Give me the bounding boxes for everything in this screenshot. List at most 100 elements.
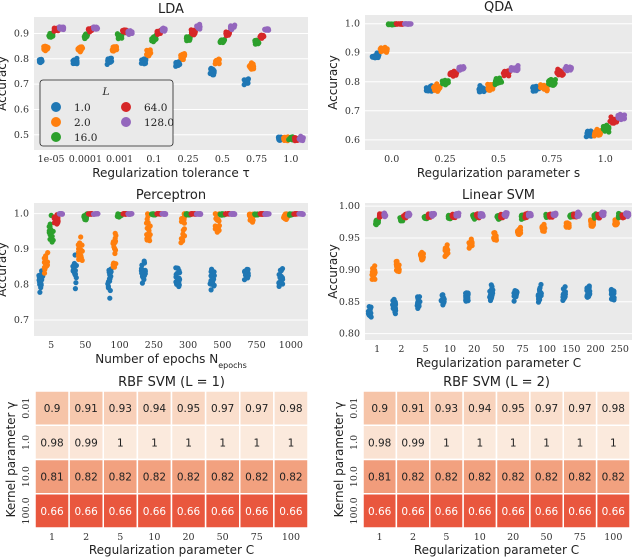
heatmap-cell [595,458,631,495]
point-L1.0-200 [584,288,591,294]
x-axis-label-text: Number of epochs N [95,352,218,366]
x-tick-label: 20 [468,344,480,355]
point-L2.0-1.0 [592,131,598,137]
x-axis-label: Regularization parameter C [89,543,254,557]
point-L128.0-500 [232,211,238,217]
heatmap-cell [273,493,309,529]
x-tick-label: 50 [217,532,229,543]
heatmap-cell [239,493,275,529]
x-tick-label: 0.75 [246,154,267,165]
point-L1.0-750 [241,277,248,283]
point-L2.0-50 [75,242,81,248]
point-L2.0-150 [565,222,571,228]
cell-value: 0.66 [143,506,167,518]
cell-value: 0.93 [435,403,458,415]
lda-panel: 0.5 0.6 0.7 0.8 0.9 1e-05 0.0001 0.001 0.1 0.25 0.… [0,2,308,180]
x-tick-label: 5 [423,344,429,355]
y-axis-label: Accuracy [0,242,9,297]
point-L2.0-50 [75,253,81,259]
cell-value: 0.66 [177,506,201,518]
heatmap-cell [529,493,564,529]
point-L128.0-0.25 [195,23,201,29]
heatmap-cell [68,493,104,529]
point-L1.0-300 [176,268,182,274]
point-L2.0-1000 [283,216,289,222]
point-L2.0-10 [445,250,451,256]
x-tick-label: 0.0 [384,154,399,165]
cell-value: 0.98 [602,403,625,415]
heatmap-cell [68,458,104,495]
point-L128.0-50 [501,211,507,217]
cell-value: 0.66 [109,506,133,518]
point-L16.0-0.5 [494,80,500,86]
point-L1.0-50 [72,268,78,274]
x-tick-label: 75 [251,532,263,543]
x-tick-label: 20 [183,532,195,543]
point-L2.0-250 [144,236,150,242]
point-L2.0-5 [43,255,49,261]
cell-value: 0.99 [74,437,97,449]
legend-marker [51,132,61,142]
point-L2.0-20 [468,236,474,242]
heatmap-cell [362,458,398,495]
point-L1.0-20 [465,290,471,296]
point-L2.0-500 [216,223,222,229]
heatmap-cell [204,493,241,529]
point-L2.0-500 [214,229,220,235]
point-L1.0-500 [209,268,215,274]
point-L2.0-0.25 [437,84,443,90]
cell-value: 0.66 [602,506,626,518]
x-tick-label: 100 [111,340,129,351]
point-L2.0-0.5 [487,85,493,91]
x-tick-label: 5 [117,532,123,543]
point-L128.0-1 [383,212,389,219]
x-tick-label: 2 [410,532,416,543]
point-L1.0-20 [463,298,469,304]
point-L16.0-0.5 [219,37,225,44]
point-L1.0-0.5 [479,86,485,92]
point-L2.0-2 [396,268,402,275]
point-L128.0-0.1 [160,27,166,33]
x-tick-label: 20 [507,532,519,543]
x-axis-label: Regularization tolerance τ [92,166,250,180]
point-L1.0-100 [107,295,113,301]
point-L1.0-50 [71,260,77,267]
x-tick-label: 10 [444,344,456,355]
point-L1.0-250 [139,270,145,276]
point-L2.0-5 [44,262,51,268]
heatmap-cell [495,493,531,529]
heatmap-cell [529,458,564,495]
cell-value: 0.98 [368,437,391,449]
point-L64.0-0.75 [555,66,561,72]
legend: L 1.0 2.0 16.0 64.0 128.0 [39,79,174,147]
point-L16.0-0.1 [149,36,155,42]
y-axis-label: Kernel parameter γ [332,402,346,518]
point-L128.0-20 [480,213,486,219]
point-L1.0-100 [108,269,114,275]
x-axis-label-text: Regularization tolerance τ [92,166,250,180]
point-L1.0-0.1 [142,60,148,66]
heatmap-cell [170,458,207,495]
legend-label: 128.0 [144,117,174,129]
heatmap-cell [395,390,431,426]
point-L1.0-300 [175,280,181,286]
heatmap-cell [462,458,498,495]
cell-value: 0.9 [371,403,388,415]
x-tick-label: 0.25 [178,154,199,165]
x-axis-label: Regularization parameter C [416,356,581,370]
cell-value: 0.95 [501,403,524,415]
cell-value: 0.66 [535,506,559,518]
x-tick-label: 75 [517,344,529,355]
x-axis-label: Regularization parameter s [417,166,580,180]
cell-value: 1 [253,437,260,449]
cell-value: 0.82 [211,472,234,484]
point-L128.0-0.75 [265,27,271,33]
cell-value: 1 [219,437,226,449]
point-L1.0-100 [107,287,113,294]
point-L128.0-0.001 [125,29,131,35]
point-L128.0-0.75 [562,66,568,72]
heatmap-cell [562,424,598,461]
point-L1.0-50 [72,286,78,292]
point-L2.0-50 [78,234,84,240]
y-tick-label: 1.0 [349,435,360,450]
